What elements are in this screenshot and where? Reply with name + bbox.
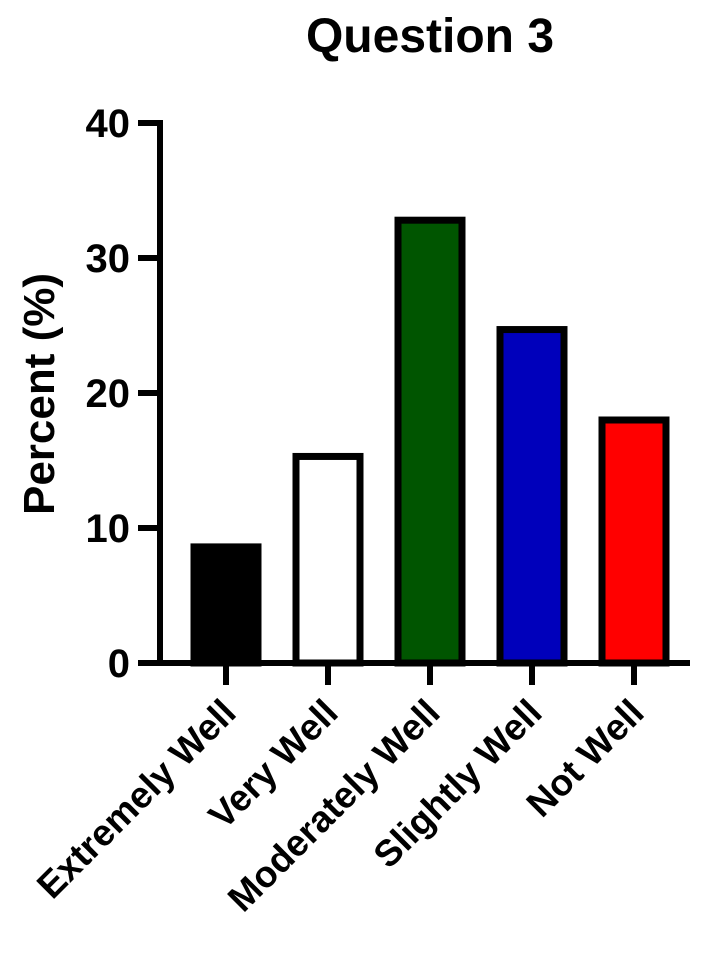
bar-extremely-well xyxy=(190,543,262,667)
y-tick-label: 10 xyxy=(86,507,131,551)
y-tick-label: 20 xyxy=(86,372,131,416)
bar-slightly-well xyxy=(496,326,568,667)
y-tick-label: 40 xyxy=(86,102,131,146)
y-tick-label: 30 xyxy=(86,237,131,281)
bar-not-well xyxy=(598,416,670,667)
bars-layer xyxy=(190,216,670,667)
y-axis-label: Percent (%) xyxy=(15,273,64,515)
chart-title: Question 3 xyxy=(306,10,554,63)
y-tick-label: 0 xyxy=(108,642,130,686)
bar-very-well xyxy=(292,452,364,667)
y-ticks-layer: 0 10 20 30 40 xyxy=(86,102,160,686)
bar-moderately-well xyxy=(394,216,466,667)
